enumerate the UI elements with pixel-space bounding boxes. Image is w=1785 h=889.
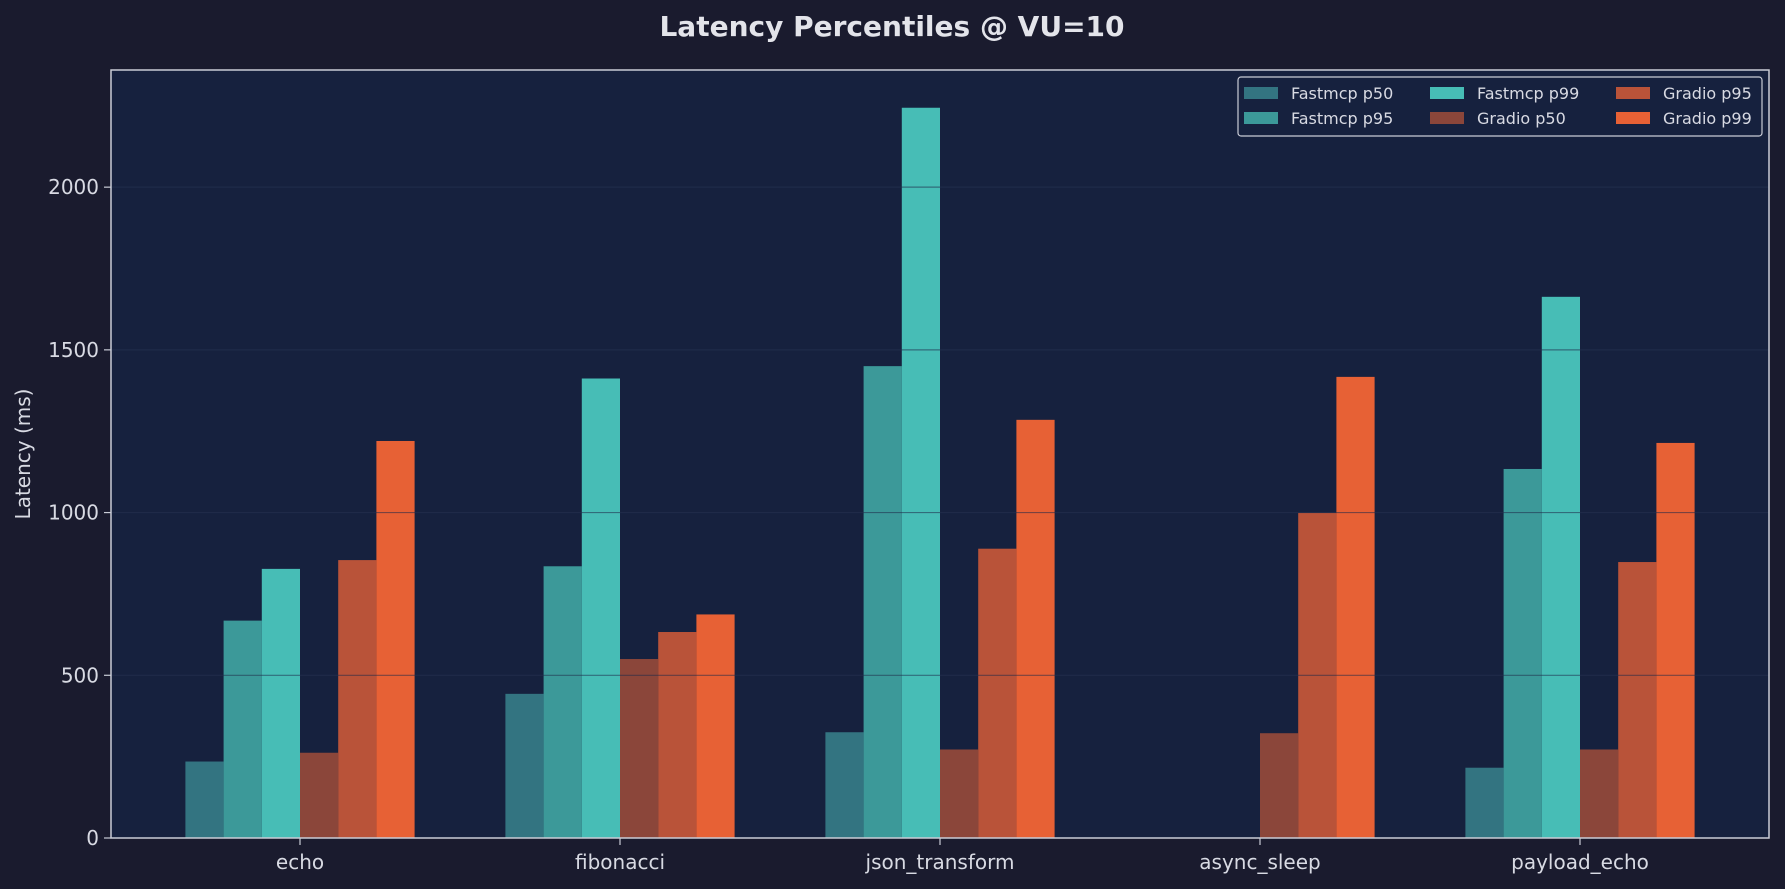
x-tick-label: json_transform: [865, 850, 1015, 874]
legend-label: Fastmcp p50: [1291, 84, 1393, 103]
y-tick-label: 1000: [48, 501, 99, 525]
legend-swatch: [1616, 112, 1650, 124]
legend: Fastmcp p50 Fastmcp p95 Fastmcp p99 Gradio …: [1237, 76, 1763, 137]
bars: [111, 107, 1769, 839]
y-axis: 0 500 1000 1500 2000: [48, 175, 111, 850]
bar-payload_echo-gradio-p50: [1580, 749, 1619, 838]
bar-json_transform-fastmcp-p99: [901, 107, 940, 839]
bar-payload_echo-fastmcp-p99: [1541, 296, 1580, 839]
legend-label: Gradio p95: [1663, 84, 1752, 103]
chart-title: Latency Percentiles @ VU=10: [659, 10, 1124, 43]
bar-payload_echo-gradio-p95: [1618, 562, 1657, 838]
x-tick-label: echo: [276, 850, 324, 874]
bar-fibonacci-gradio-p99: [696, 614, 735, 838]
bar-json_transform-fastmcp-p50: [825, 732, 864, 838]
legend-swatch: [1616, 87, 1650, 99]
bar-async_sleep-gradio-p50: [1260, 733, 1299, 838]
bar-async_sleep-gradio-p99: [1336, 376, 1375, 838]
bar-payload_echo-fastmcp-p50: [1465, 767, 1504, 838]
legend-label: Gradio p99: [1663, 109, 1752, 128]
y-axis-label: Latency (ms): [11, 389, 35, 520]
bar-fibonacci-fastmcp-p99: [581, 378, 620, 838]
bar-fibonacci-gradio-p50: [620, 659, 659, 838]
bar-echo-fastmcp-p99: [261, 568, 300, 838]
bar-fibonacci-gradio-p95: [658, 632, 697, 838]
bar-fibonacci-fastmcp-p95: [543, 566, 582, 838]
legend-label: Fastmcp p95: [1291, 109, 1393, 128]
bar-echo-gradio-p50: [300, 752, 339, 838]
bar-echo-fastmcp-p50: [185, 761, 224, 838]
x-tick-label: fibonacci: [575, 850, 665, 874]
bar-payload_echo-fastmcp-p95: [1503, 468, 1542, 838]
y-tick-label: 500: [61, 663, 99, 687]
legend-label: Gradio p50: [1477, 109, 1566, 128]
legend-swatch: [1430, 112, 1464, 124]
bar-json_transform-fastmcp-p95: [863, 366, 902, 838]
legend-swatch: [1244, 112, 1278, 124]
bar-json_transform-gradio-p50: [940, 749, 979, 838]
legend-swatch: [1244, 87, 1278, 99]
legend-label: Fastmcp p99: [1477, 84, 1579, 103]
y-tick-label: 2000: [48, 175, 99, 199]
bar-json_transform-gradio-p99: [1016, 419, 1055, 838]
x-tick-label: payload_echo: [1511, 850, 1649, 874]
bar-echo-fastmcp-p95: [223, 620, 262, 838]
y-tick-label: 1500: [48, 338, 99, 362]
x-tick-label: async_sleep: [1199, 850, 1320, 874]
bar-fibonacci-fastmcp-p50: [505, 693, 544, 838]
x-axis: echo fibonacci json_transform async_sleep pa…: [276, 838, 1649, 874]
bar-payload_echo-gradio-p99: [1656, 442, 1695, 838]
bar-json_transform-gradio-p95: [978, 548, 1017, 838]
y-tick-label: 0: [86, 826, 99, 850]
bar-echo-gradio-p99: [376, 440, 415, 838]
bar-echo-gradio-p95: [338, 560, 377, 838]
legend-swatch: [1430, 87, 1464, 99]
